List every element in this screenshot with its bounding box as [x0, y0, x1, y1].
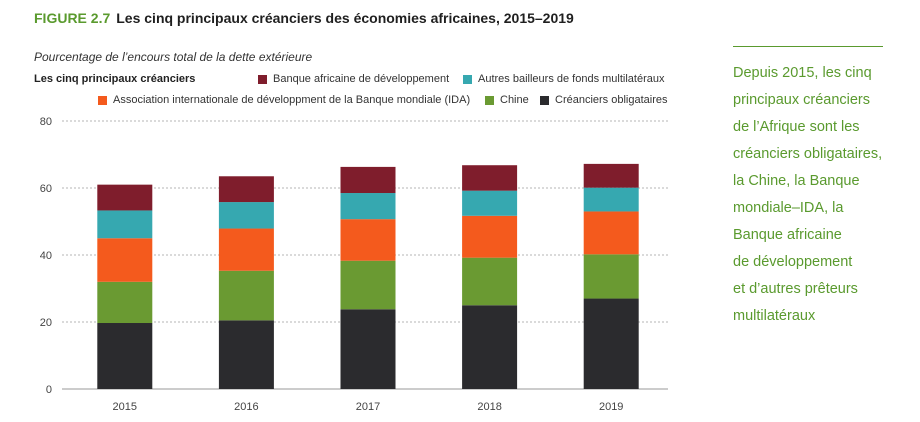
bar-segment — [583, 211, 639, 255]
x-tick-label: 2019 — [599, 401, 623, 413]
bar-segment — [462, 215, 518, 258]
figure-title: FIGURE 2.7 Les cinq principaux créanciers… — [34, 10, 574, 26]
x-tick-label: 2015 — [113, 401, 137, 413]
sidebar-line: principaux créanciers — [733, 92, 871, 108]
sidebar-line: créanciers obligataires, — [733, 146, 883, 162]
bar-segment — [340, 193, 396, 220]
bar-segment — [97, 238, 153, 282]
legend-label-bondholders: Créanciers obligataires — [555, 94, 668, 106]
bar-segment — [218, 202, 274, 229]
bar-segment — [97, 281, 153, 324]
stacked-bar-chart: 0 20 40 60 80 2015 2016 2017 2018 2019 — [40, 116, 668, 413]
sidebar-line: de développement — [733, 254, 853, 270]
bar-segment — [97, 184, 153, 211]
bar-segment — [462, 257, 518, 306]
legend-label-other-multilateral: Autres bailleurs de fonds multilatéraux — [478, 73, 665, 85]
sidebar-callout: Depuis 2015, les cinq principaux créanci… — [733, 60, 908, 330]
y-tick-label: 0 — [46, 384, 52, 396]
legend-heading: Les cinq principaux créanciers — [34, 73, 196, 85]
bar-segment — [462, 190, 518, 216]
legend-swatch-china — [485, 95, 494, 105]
legend-item-bondholders: Créanciers obligataires — [540, 94, 668, 106]
figure-number: FIGURE 2.7 — [34, 10, 111, 26]
bar-segment — [218, 320, 274, 389]
sidebar-line: Banque africaine — [733, 227, 842, 243]
y-tick-label: 60 — [40, 183, 52, 195]
legend-label-ida: Association internationale de développme… — [113, 94, 471, 106]
legend-item-ida: Association internationale de développme… — [98, 94, 470, 106]
bar-segment — [583, 298, 639, 389]
legend-swatch-bondholders — [540, 95, 549, 105]
bar-segment — [340, 219, 396, 261]
bar-segment — [218, 270, 274, 321]
x-tick-label: 2018 — [477, 401, 501, 413]
bar-segment — [462, 165, 518, 191]
chart-subtitle: Pourcentage de l’encours total de la det… — [34, 50, 313, 64]
bar-segment — [340, 260, 396, 310]
bar-segment — [340, 166, 396, 194]
bar-segment — [583, 163, 639, 188]
bar-segment — [97, 210, 153, 239]
legend-item-afdb: Banque africaine de développement — [258, 73, 449, 85]
legend-label-china: Chine — [500, 94, 529, 106]
bar-segment — [583, 254, 639, 299]
sidebar-line: la Chine, la Banque — [733, 173, 860, 189]
sidebar-line: mondiale–IDA, la — [733, 200, 844, 216]
bar-segment — [97, 323, 153, 389]
sidebar-line: de l’Afrique sont les — [733, 119, 860, 135]
y-tick-label: 20 — [40, 317, 52, 329]
legend-swatch-ida — [98, 95, 107, 105]
y-tick-label: 40 — [40, 250, 52, 262]
y-tick-label: 80 — [40, 116, 52, 128]
bar-segment — [218, 176, 274, 203]
sidebar-line: Depuis 2015, les cinq — [733, 65, 872, 81]
x-tick-label: 2017 — [356, 401, 380, 413]
legend-item-other-multilateral: Autres bailleurs de fonds multilatéraux — [463, 73, 664, 85]
bar-segment — [462, 305, 518, 389]
legend-swatch-other-multilateral — [463, 74, 472, 84]
bar-segment — [340, 309, 396, 389]
x-tick-label: 2016 — [234, 401, 258, 413]
figure-title-text: Les cinq principaux créanciers des écono… — [116, 10, 574, 26]
bar-segment — [583, 187, 639, 212]
sidebar-line: multilatéraux — [733, 308, 816, 324]
sidebar-rule — [733, 46, 883, 47]
sidebar-line: et d’autres prêteurs — [733, 281, 858, 297]
legend-swatch-afdb — [258, 74, 267, 84]
legend-label-afdb: Banque africaine de développement — [273, 73, 450, 85]
bar-segment — [218, 228, 274, 271]
legend-item-china: Chine — [485, 94, 529, 106]
